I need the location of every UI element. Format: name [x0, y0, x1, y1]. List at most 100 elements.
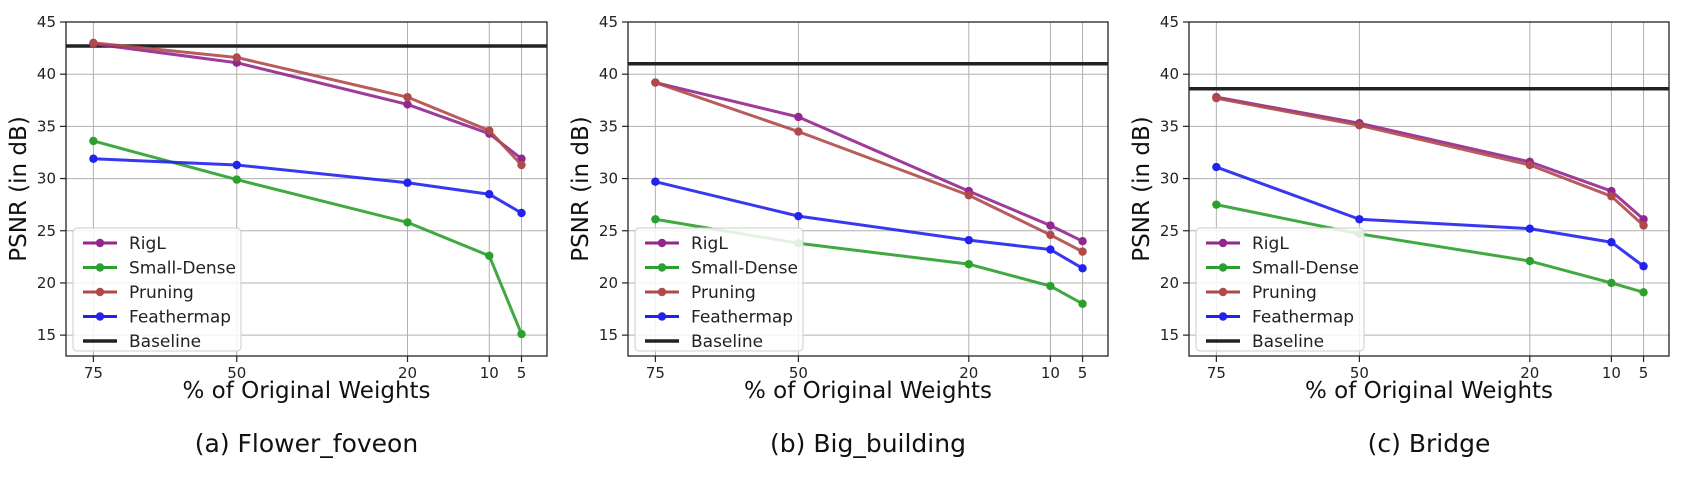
data-point-feathermap: [651, 177, 660, 186]
data-point-pruning: [1607, 192, 1616, 201]
legend-label: Feathermap: [691, 308, 793, 328]
data-point-small-dense: [1639, 288, 1648, 297]
legend-marker: [657, 312, 667, 321]
legend-label: Pruning: [1252, 283, 1317, 303]
y-tick-label: 20: [599, 274, 618, 292]
chart-panel-1: 15 20 25 30 35 40 45 75 50 20 10 5 % of Original Wei…: [6, 13, 548, 458]
legend-label: Small-Dense: [1252, 259, 1359, 279]
legend-marker: [1218, 263, 1228, 272]
x-axis-label: % of Original Weights: [744, 378, 992, 404]
legend-label: Pruning: [691, 283, 756, 303]
data-point-pruning: [964, 191, 973, 200]
legend-label: Small-Dense: [691, 259, 798, 279]
data-point-pruning: [1355, 121, 1364, 130]
y-tick-label: 25: [1160, 222, 1179, 240]
data-point-pruning: [651, 78, 660, 87]
data-point-pruning: [403, 92, 412, 102]
data-point-small-dense: [1046, 281, 1055, 291]
legend-label: RigL: [1252, 234, 1289, 254]
data-point-feathermap: [485, 190, 494, 199]
axes-frame: [1188, 21, 1670, 357]
x-tick-label: 5: [1639, 364, 1649, 382]
data-point-rigl: [1639, 215, 1648, 224]
data-point-pruning: [89, 38, 98, 48]
legend-label: Feathermap: [129, 308, 231, 328]
x-tick-label: 75: [1207, 364, 1226, 382]
y-tick-label: 15: [1160, 326, 1179, 344]
data-point-feathermap: [1639, 262, 1648, 271]
series-line-rigl: [1216, 95, 1645, 221]
data-point-rigl: [1046, 221, 1055, 230]
axes-frame: [65, 21, 548, 357]
legend-label: Feathermap: [1252, 308, 1354, 328]
data-point-rigl: [1078, 236, 1087, 246]
x-tick-label: 75: [646, 364, 665, 382]
y-axis-label: PSNR (in dB): [1129, 116, 1155, 262]
x-tick-label: 20: [398, 364, 417, 382]
data-point-small-dense: [964, 259, 973, 269]
legend-marker: [1218, 238, 1228, 248]
data-point-small-dense: [651, 215, 660, 224]
data-point-small-dense: [1078, 299, 1087, 309]
data-point-pruning: [232, 53, 241, 62]
data-point-feathermap: [1212, 162, 1221, 172]
legend-marker: [95, 238, 105, 248]
legend-box: [72, 227, 242, 352]
y-tick-label: 30: [1160, 170, 1179, 188]
x-tick-label: 10: [480, 364, 499, 382]
y-tick-label: 40: [37, 65, 56, 83]
y-axis-label: PSNR (in dB): [6, 116, 32, 262]
legend-marker: [1218, 287, 1228, 297]
data-point-small-dense: [403, 218, 412, 227]
data-point-pruning: [1046, 230, 1055, 240]
data-point-small-dense: [485, 251, 494, 260]
data-point-pruning: [517, 160, 526, 170]
chart-panel-2: 15 20 25 30 35 40 45 75 50 20 10 5 % of Original Wei…: [568, 13, 1109, 458]
y-tick-label: 30: [599, 170, 618, 188]
legend-marker: [657, 238, 667, 248]
data-point-feathermap: [1607, 238, 1616, 247]
legend-label: Pruning: [129, 283, 194, 303]
data-point-small-dense: [517, 329, 526, 339]
data-point-small-dense: [1525, 256, 1535, 266]
data-point-pruning: [485, 126, 494, 135]
data-point-pruning: [1078, 247, 1087, 256]
data-point-pruning: [1525, 160, 1535, 170]
x-tick-label: 10: [1602, 364, 1621, 382]
x-tick-label: 10: [1041, 364, 1060, 382]
series-line-pruning: [1216, 96, 1645, 227]
series-line-pruning: [93, 41, 523, 167]
legend-label: Small-Dense: [129, 259, 236, 279]
y-tick-label: 45: [37, 13, 56, 31]
legend-label: RigL: [691, 234, 728, 254]
data-point-rigl: [794, 112, 803, 122]
legend: RigL Small-Dense Pruning Feathermap Baseline: [634, 227, 804, 352]
x-tick-label: 5: [517, 364, 527, 382]
data-point-feathermap: [517, 208, 526, 218]
legend-label: Baseline: [1252, 332, 1324, 352]
legend-box: [634, 227, 804, 352]
data-point-pruning: [1639, 221, 1648, 230]
data-point-feathermap: [403, 178, 412, 187]
y-tick-label: 45: [1160, 13, 1179, 31]
x-tick-label: 75: [84, 364, 103, 382]
y-tick-label: 35: [37, 117, 56, 135]
data-point-small-dense: [1212, 200, 1221, 209]
y-tick-label: 35: [1160, 117, 1179, 135]
x-tick-label: 50: [789, 364, 808, 382]
legend-marker: [95, 263, 105, 272]
series-line-rigl: [655, 81, 1084, 243]
y-tick-label: 35: [599, 117, 618, 135]
legend-box: [1195, 227, 1365, 352]
data-point-feathermap: [794, 211, 803, 221]
x-tick-label: 20: [1520, 364, 1539, 382]
y-tick-label: 40: [1160, 65, 1179, 83]
legend: RigL Small-Dense Pruning Feathermap Baseline: [1195, 227, 1365, 352]
y-tick-label: 20: [37, 274, 56, 292]
y-tick-label: 15: [599, 326, 618, 344]
x-tick-label: 50: [227, 364, 246, 382]
y-tick-label: 45: [599, 13, 618, 31]
panel-caption: (c) Bridge: [1368, 429, 1491, 458]
y-tick-label: 15: [37, 326, 56, 344]
